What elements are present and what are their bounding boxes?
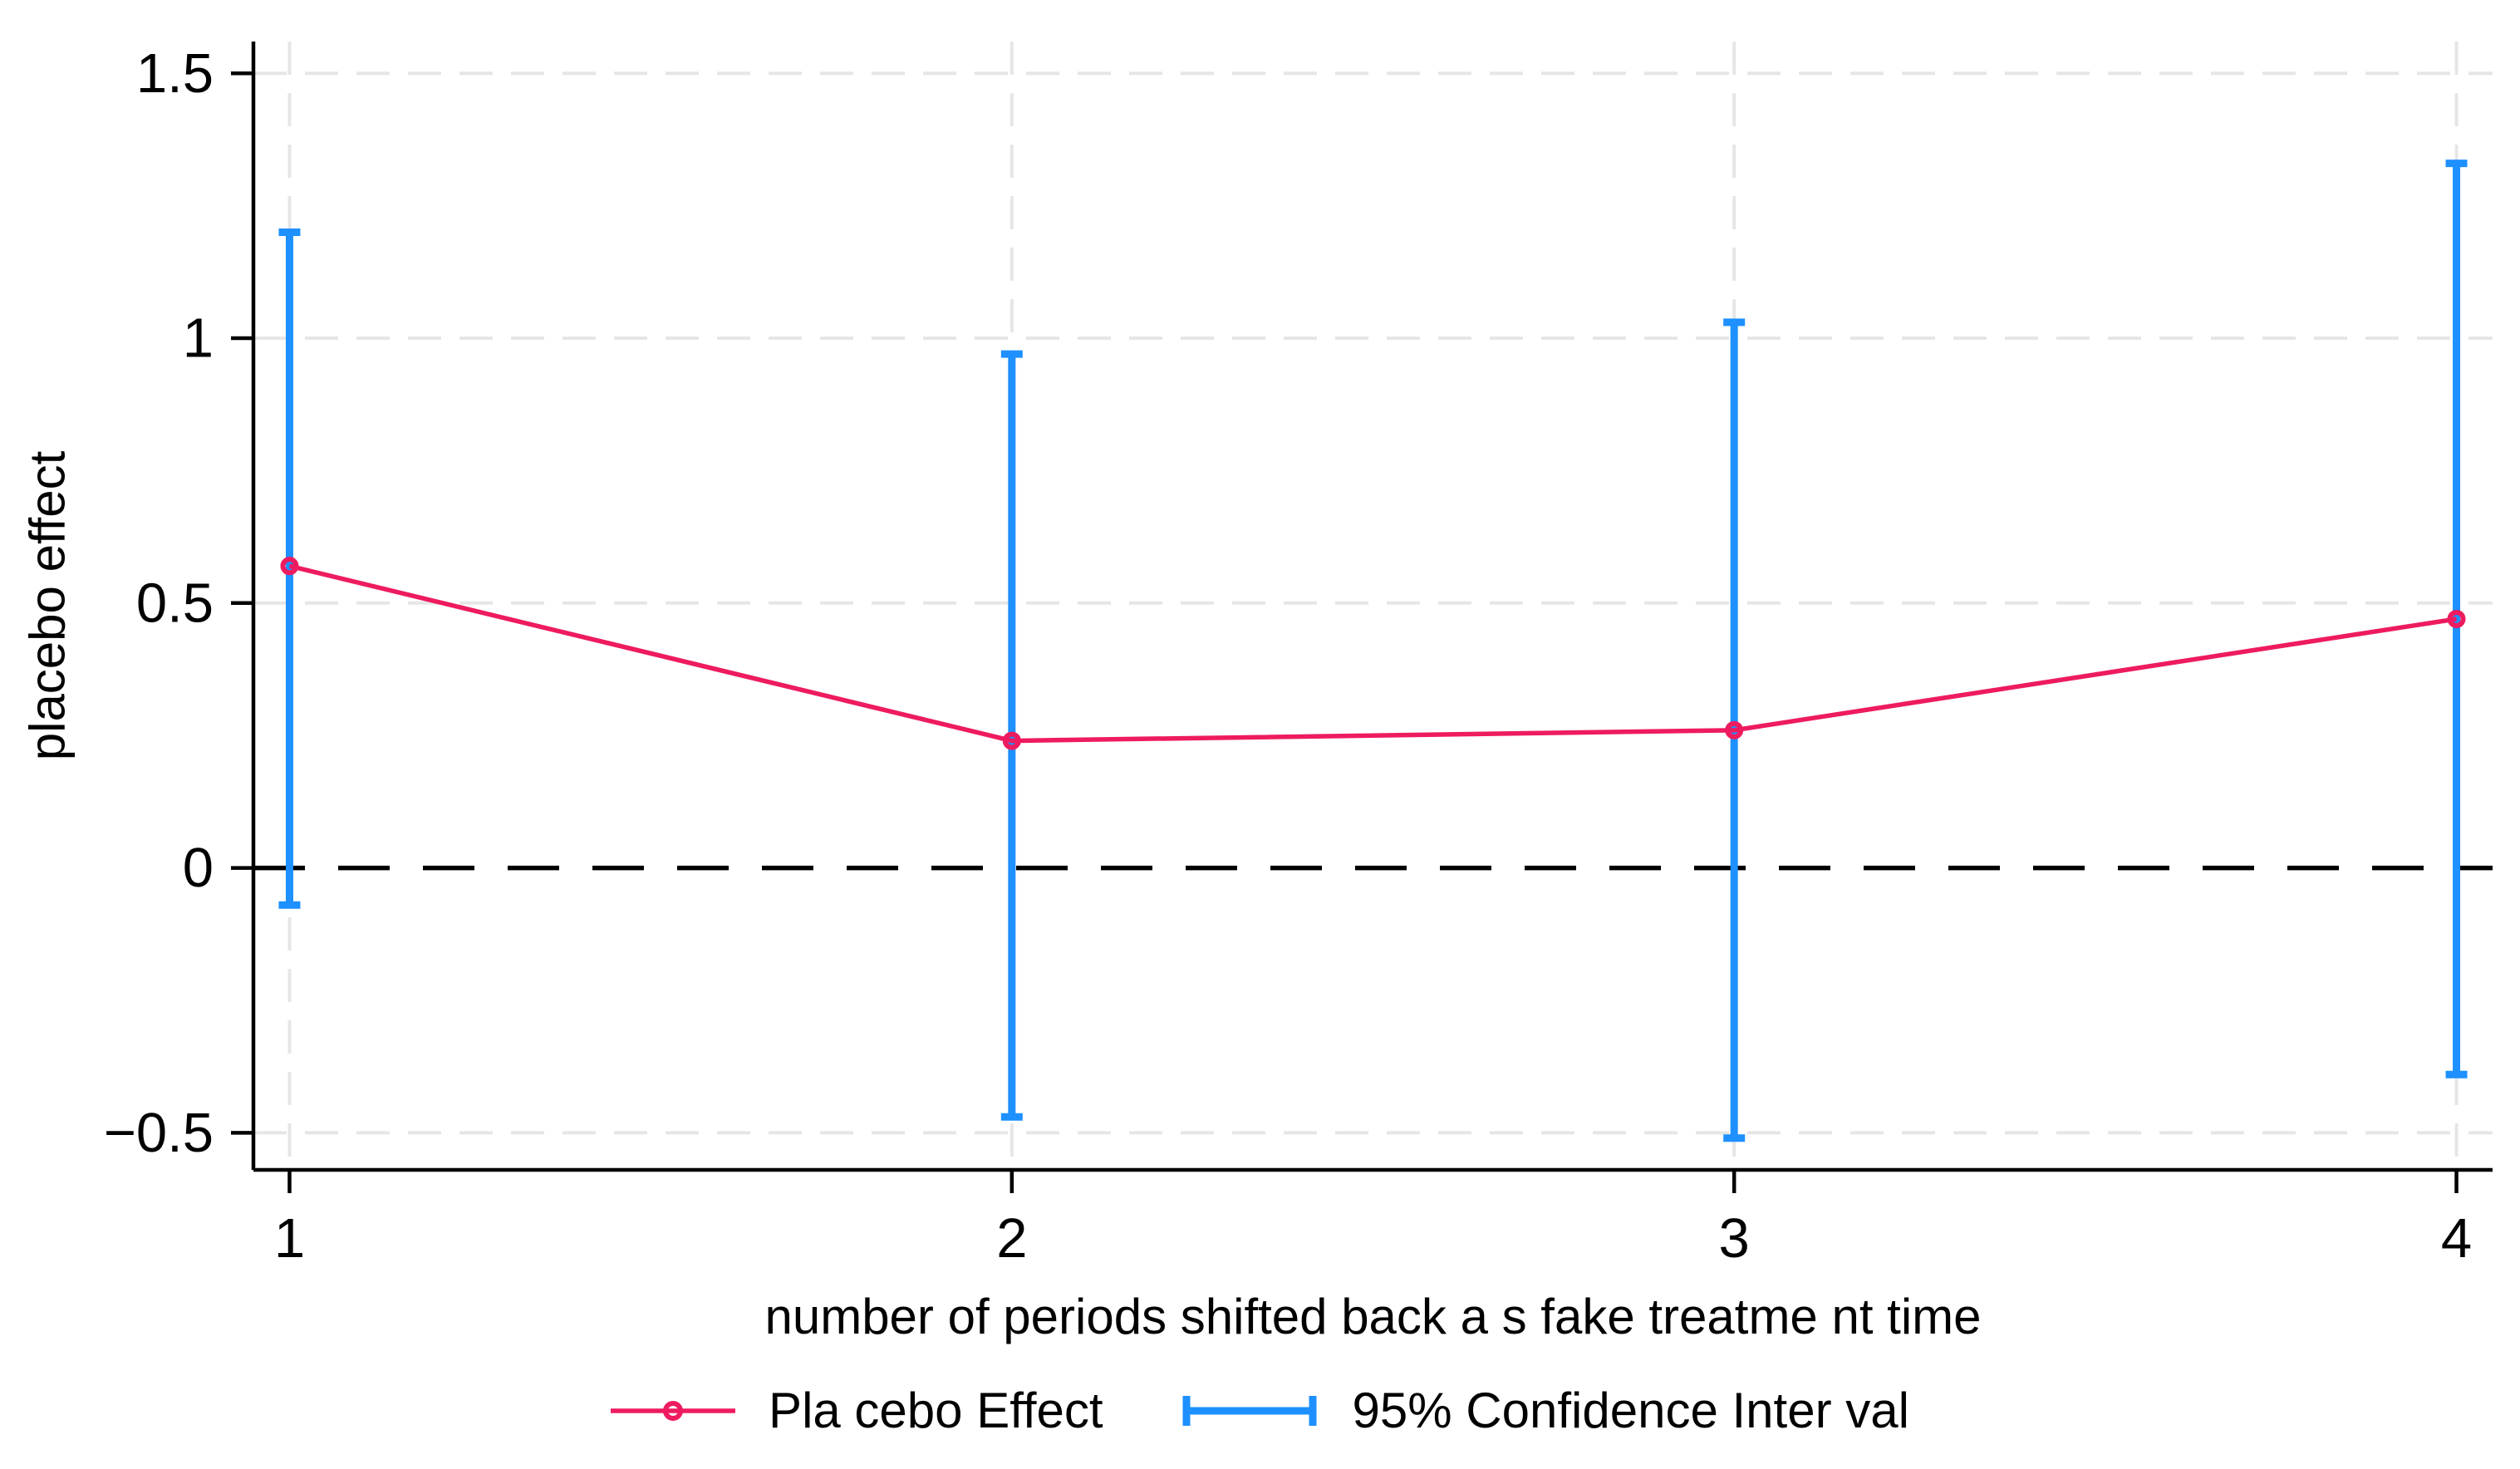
x-tick-label: 1 bbox=[274, 1207, 305, 1270]
legend-item-placebo-effect: Pla cebo Effect bbox=[611, 1382, 1103, 1439]
data-point-marker bbox=[1002, 731, 1021, 750]
x-tick-label: 3 bbox=[1719, 1207, 1750, 1270]
placebo-line-swatch-icon bbox=[611, 1400, 736, 1421]
ci-line-swatch-icon bbox=[1182, 1395, 1317, 1426]
legend-label-placebo-effect: Pla cebo Effect bbox=[769, 1383, 1103, 1438]
y-tick-label: 0 bbox=[183, 837, 214, 899]
y-tick-label: 1 bbox=[183, 307, 214, 370]
y-axis-title: placebo effect bbox=[19, 450, 76, 761]
x-tick-label: 4 bbox=[2441, 1207, 2472, 1270]
legend-label-confidence-interval: 95% Confidence Inter val bbox=[1352, 1383, 1909, 1438]
x-tick-label: 2 bbox=[996, 1207, 1027, 1270]
data-point-marker bbox=[2447, 609, 2466, 628]
y-tick-label: −0.5 bbox=[104, 1102, 214, 1164]
placebo-effect-line bbox=[288, 563, 2457, 744]
x-axis-title: number of periods shifted back a s fake … bbox=[764, 1289, 1982, 1344]
data-point-marker bbox=[280, 557, 299, 576]
y-tick-label: 1.5 bbox=[136, 42, 214, 105]
data-point-marker bbox=[1725, 720, 1744, 739]
legend-item-confidence-interval: 95% Confidence Inter val bbox=[1180, 1382, 1909, 1439]
y-tick-label: 0.5 bbox=[136, 572, 214, 634]
legend: Pla cebo Effect 95% Confidence Inter val bbox=[0, 1371, 2520, 1450]
